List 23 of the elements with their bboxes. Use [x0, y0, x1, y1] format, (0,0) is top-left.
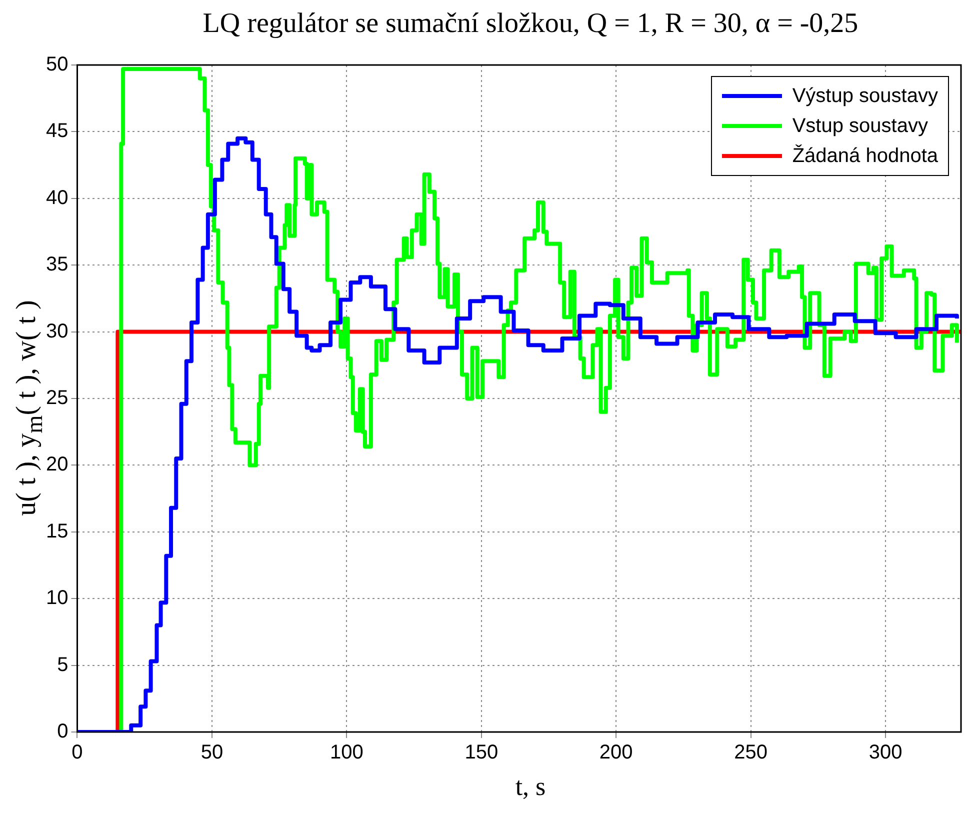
- y-tick-label: 45: [46, 120, 68, 142]
- x-tick-label: 100: [330, 742, 364, 764]
- y-tick-label: 30: [46, 320, 68, 342]
- y-tick-label: 35: [46, 254, 68, 276]
- x-tick-label: 0: [72, 742, 83, 764]
- y-tick-label: 5: [57, 654, 68, 676]
- x-tick-label: 50: [200, 742, 224, 764]
- x-tick-label: 200: [599, 742, 633, 764]
- y-tick-label: 0: [57, 720, 68, 743]
- x-axis-title: t, s: [514, 772, 547, 802]
- y-tick-label: 15: [46, 520, 68, 542]
- y-tick-label: 40: [46, 186, 68, 209]
- x-tick-label: 250: [734, 742, 768, 764]
- legend-label: Žádaná hodnota: [792, 144, 938, 168]
- chart-title: LQ regulátor se sumační složkou, Q = 1, R = 30, α = -0,25: [202, 8, 860, 40]
- y-tick-label: 50: [46, 54, 68, 76]
- legend-label: Vstup soustavy: [792, 114, 928, 138]
- y-tick-label: 10: [46, 587, 68, 610]
- x-tick-label: 300: [868, 742, 902, 764]
- y-tick-label: 25: [46, 387, 68, 410]
- x-tick-label: 150: [464, 742, 498, 764]
- legend-label: Výstup soustavy: [792, 84, 938, 108]
- y-tick-label: 20: [46, 454, 68, 476]
